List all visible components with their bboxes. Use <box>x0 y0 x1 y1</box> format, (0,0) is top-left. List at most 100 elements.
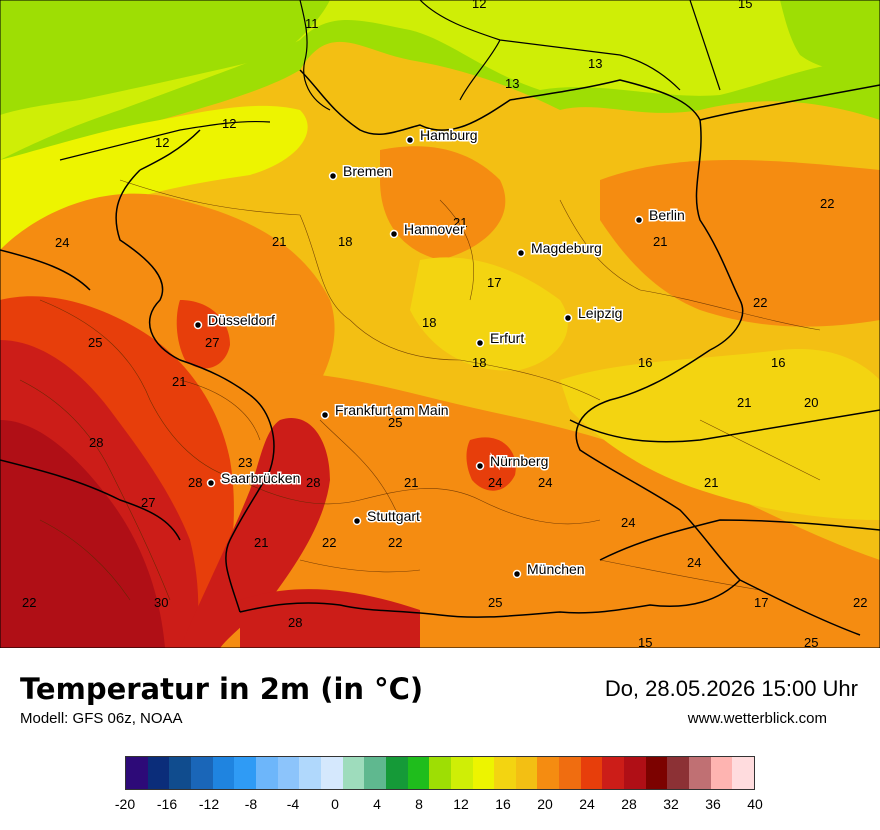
colorbar-swatch <box>494 757 516 789</box>
colorbar-tick-label: 16 <box>495 796 511 812</box>
country-borders <box>0 69 880 636</box>
colorbar-swatch <box>450 757 473 789</box>
colorbar-tick-label: 12 <box>453 796 469 812</box>
colorbar-tick-label: 40 <box>747 796 763 812</box>
colorbar-swatch <box>212 757 235 789</box>
colorbar-swatch <box>710 757 733 789</box>
colorbar-tick-label: 32 <box>663 796 679 812</box>
city-label: Hamburg <box>420 127 478 143</box>
city-label: Magdeburg <box>531 240 602 256</box>
isotherm-label: 13 <box>588 56 602 71</box>
city-label: Saarbrücken <box>221 470 300 486</box>
isotherm-label: 25 <box>488 595 502 610</box>
colorbar-tick-label: -20 <box>114 796 136 812</box>
city-muenchen: München <box>512 560 586 579</box>
colorbar <box>125 756 755 790</box>
isotherm-label: 22 <box>820 196 834 211</box>
colorbar-swatch <box>667 757 690 789</box>
colorbar-swatch <box>320 757 343 789</box>
zone-green-ne <box>780 0 880 72</box>
city-label: Stuttgart <box>367 508 420 524</box>
website-link[interactable]: www.wetterblick.com <box>687 710 827 727</box>
isotherm-label: 21 <box>653 234 667 249</box>
forecast-datetime: Do, 28.05.2026 15:00 Uhr <box>604 676 858 701</box>
colorbar-swatch <box>580 757 603 789</box>
isotherm-label: 24 <box>538 475 552 490</box>
city-label: Hannover <box>404 221 465 237</box>
isotherm-label: 24 <box>488 475 502 490</box>
city-erfurt: Erfurt <box>475 329 526 348</box>
isotherm-label: 16 <box>638 355 652 370</box>
colorbar-swatch <box>277 757 300 789</box>
colorbar-swatch <box>732 757 755 789</box>
colorbar-tick-label: -16 <box>156 796 178 812</box>
isotherm-label: 28 <box>288 615 302 630</box>
colorbar-ticks: -20 -16 -12 -8 -4 0 4 8 12 16 20 24 28 32 36 40 <box>115 796 763 814</box>
city-bremen: Bremen <box>328 162 394 181</box>
isotherm-label: 20 <box>804 395 818 410</box>
isotherm-label: 27 <box>141 495 155 510</box>
colorbar-swatch <box>559 757 581 789</box>
isotherm-label: 21 <box>172 374 186 389</box>
isotherm-label: 25 <box>88 335 102 350</box>
city-label: Düsseldorf <box>208 312 275 328</box>
isotherm-label: 24 <box>55 235 69 250</box>
zone-green-nw <box>0 0 330 115</box>
isotherm-label: 21 <box>704 475 718 490</box>
map-title: Temperatur in 2m (in °C) <box>20 672 424 706</box>
isotherm-label: 21 <box>254 535 268 550</box>
isotherm-label: 18 <box>422 315 436 330</box>
zone-yellow-center <box>410 257 568 371</box>
isotherm-label: 21 <box>453 215 467 230</box>
city-label: Frankfurt am Main <box>335 402 449 418</box>
city-label: Bremen <box>343 163 392 179</box>
region-boundaries <box>19 179 821 601</box>
isotherm-label: 22 <box>322 535 336 550</box>
isotherm-label: 15 <box>638 635 652 648</box>
isotherm-label: 17 <box>754 595 768 610</box>
colorbar-tick-label: 0 <box>331 796 339 812</box>
temperature-map: 11 12 12 12 13 13 15 21 21 18 22 24 21 2… <box>0 0 880 648</box>
map-footer: Temperatur in 2m (in °C) Modell: GFS 06z… <box>0 648 880 830</box>
city-stuttgart: Stuttgart <box>352 507 422 526</box>
colorbar-swatch <box>169 757 191 789</box>
isotherm-label: 12 <box>155 135 169 150</box>
colorbar-swatch <box>364 757 386 789</box>
isotherm-label: 15 <box>738 0 752 11</box>
isotherm-label: 30 <box>154 595 168 610</box>
isotherm-label: 16 <box>771 355 785 370</box>
colorbar-swatch <box>299 757 321 789</box>
city-label: München <box>527 561 585 577</box>
isotherm-label: 12 <box>222 116 236 131</box>
isotherm-label: 12 <box>472 0 486 11</box>
isotherm-label: 23 <box>238 455 252 470</box>
colorbar-tick-label: -4 <box>286 796 300 812</box>
isotherm-label: 21 <box>404 475 418 490</box>
isotherm-label: 18 <box>472 355 486 370</box>
colorbar-swatch <box>537 757 560 789</box>
city-label: Berlin <box>649 207 685 223</box>
city-nuernberg: Nürnberg <box>475 452 550 471</box>
isotherm-label: 22 <box>388 535 402 550</box>
city-leipzig: Leipzig <box>563 304 624 323</box>
zone-yellow-coast <box>0 105 308 280</box>
isotherm-label: 27 <box>205 335 219 350</box>
city-frankfurt: Frankfurt am Main <box>320 401 450 420</box>
colorbar-tick-label: 28 <box>621 796 637 812</box>
model-info: Modell: GFS 06z, NOAA <box>20 710 183 727</box>
city-hannover: Hannover <box>389 220 467 239</box>
city-markers: Hamburg Bremen Hannover Berlin Magdeburg… <box>193 126 686 579</box>
colorbar-swatch <box>126 757 148 789</box>
colorbar-swatch <box>472 757 495 789</box>
isotherm-label: 21 <box>737 395 751 410</box>
isotherm-label: 22 <box>22 595 36 610</box>
coastline <box>59 0 721 161</box>
colorbar-swatch <box>624 757 646 789</box>
colorbar-tick-label: 24 <box>579 796 595 812</box>
colorbar-tick-label: -8 <box>244 796 258 812</box>
zone-orange-east <box>600 160 880 327</box>
zone-orange-south <box>200 371 880 648</box>
city-duesseldorf: Düsseldorf <box>193 311 277 330</box>
colorbar-swatch <box>645 757 668 789</box>
city-saarbruecken: Saarbrücken <box>206 469 302 488</box>
